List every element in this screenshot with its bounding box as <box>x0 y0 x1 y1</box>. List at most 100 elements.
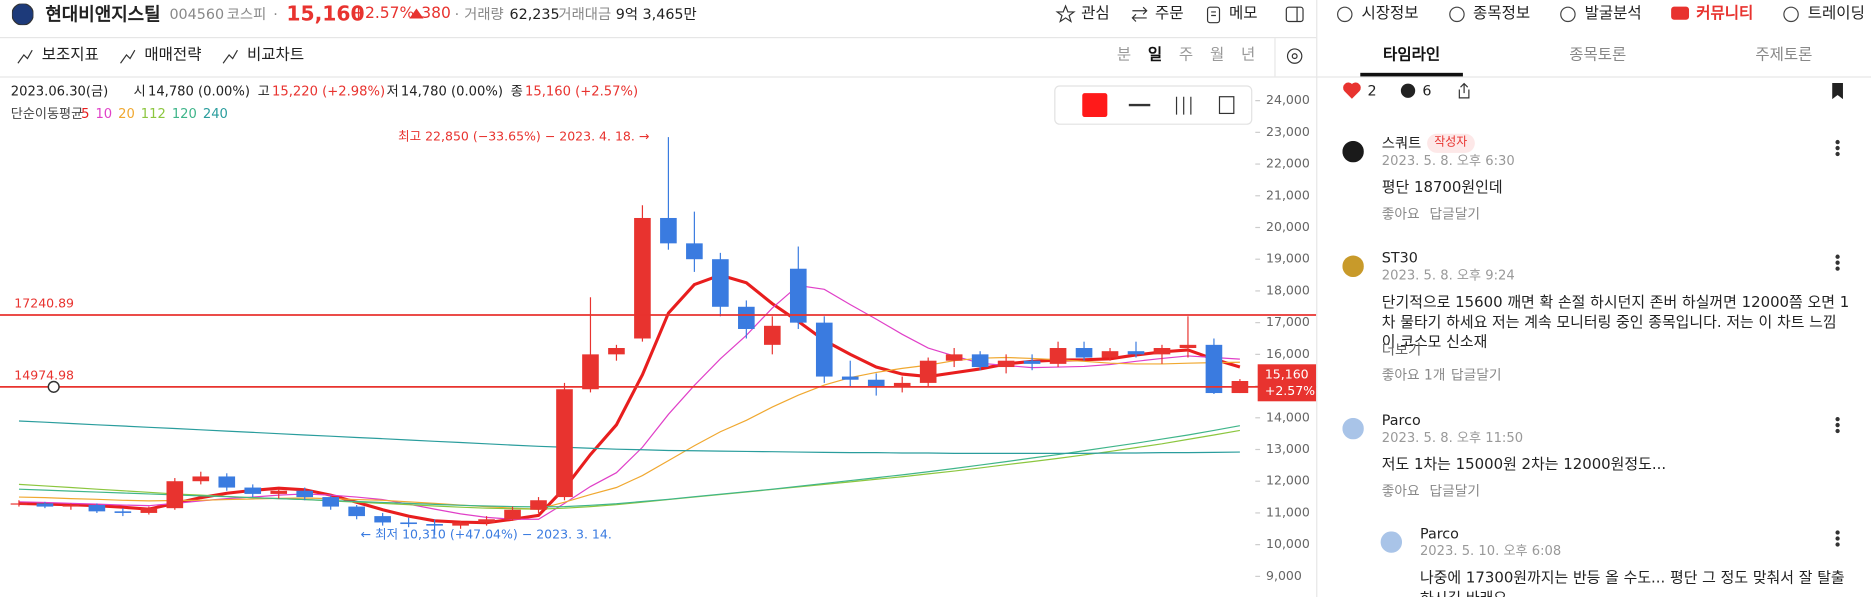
candle-body <box>1101 351 1119 358</box>
y-tick-label: 18,000 <box>1266 282 1310 297</box>
post-text: 단기적으로 15600 깨면 확 손절 하시던지 존버 하실꺼면 12000쯤 … <box>1381 292 1850 350</box>
icon-shape <box>1380 531 1403 553</box>
info-value: 14,780 (0.00%) <box>147 83 251 100</box>
candle-body <box>971 354 989 368</box>
candle-body <box>686 243 703 260</box>
period-button[interactable]: 주 <box>1178 46 1194 65</box>
reply-button[interactable]: 답글달기 <box>1450 366 1502 384</box>
icon-shape <box>1835 422 1840 428</box>
candle-body <box>867 379 885 387</box>
like-button[interactable]: 좋아요 <box>1381 205 1420 223</box>
stock-code: 004560 <box>169 5 225 23</box>
nav-tab[interactable]: 커뮤니티 <box>1696 4 1754 23</box>
legend-entry: 20 <box>118 106 135 122</box>
candle-body <box>841 376 859 380</box>
icon <box>17 49 33 64</box>
icon <box>1560 6 1576 23</box>
icon <box>120 49 136 64</box>
y-tick-label: 24,000 <box>1266 92 1310 107</box>
ma-title: 단순이동평균 <box>10 106 84 122</box>
candle-body <box>400 522 417 525</box>
icon-shape <box>1835 266 1840 271</box>
legend-entry: 5 <box>81 106 90 122</box>
community-tab[interactable]: 타임라인 <box>1383 46 1441 65</box>
icon <box>222 49 238 64</box>
icon-shape <box>222 49 238 64</box>
period-button[interactable]: 년 <box>1240 46 1256 65</box>
tool-button[interactable]: 매매전략 <box>144 46 202 65</box>
tool-button[interactable]: 비교차트 <box>247 46 305 65</box>
icon <box>1835 416 1840 434</box>
period-button[interactable]: 월 <box>1209 46 1225 65</box>
post-text: 평단 18700원인데 <box>1381 177 1503 196</box>
candle-body <box>504 509 521 520</box>
community-tab[interactable]: 주제토론 <box>1755 46 1813 65</box>
price-tag <box>1257 364 1317 402</box>
icon-shape <box>1835 151 1840 157</box>
candle-body <box>322 497 340 507</box>
like-button[interactable]: 좋아요 <box>1381 482 1420 500</box>
icon <box>1342 255 1364 278</box>
candle-body <box>452 522 469 526</box>
icon <box>1835 530 1840 547</box>
icon <box>1380 531 1403 553</box>
candle-body <box>270 490 288 494</box>
icon-shape <box>1835 428 1840 434</box>
candle-body <box>1127 351 1145 355</box>
action-button[interactable]: 메모 <box>1229 4 1258 23</box>
amount-label: 거래대금 <box>558 5 612 23</box>
icon-shape <box>1458 82 1470 99</box>
post-text: 저도 1차는 15000원 2차는 12000원정도... <box>1381 454 1667 473</box>
candle-body <box>1023 360 1041 364</box>
reply-button[interactable]: 답글달기 <box>1429 482 1481 500</box>
separator: · <box>273 5 278 23</box>
icon <box>1343 82 1361 99</box>
nav-tab[interactable]: 종목정보 <box>1473 4 1531 23</box>
volume: 62,235 <box>509 5 560 23</box>
period-button[interactable]: 분 <box>1116 46 1132 65</box>
action-button[interactable]: 주문 <box>1155 4 1184 23</box>
reply-button[interactable]: 답글달기 <box>1429 205 1481 223</box>
icon <box>1458 82 1470 99</box>
author-badge: 작성자 <box>1427 133 1475 153</box>
icon-shape <box>11 3 34 26</box>
y-tick-label: 9,000 <box>1266 568 1302 583</box>
info-value: 14,780 (0.00%) <box>400 83 503 100</box>
icon-shape <box>1291 53 1298 60</box>
candle-body <box>478 519 495 523</box>
info-value: 15,220 (+2.98%) <box>272 83 386 100</box>
legend-entry: 10 <box>95 106 113 122</box>
icon <box>1342 140 1364 163</box>
author: 스쿼트 <box>1381 134 1422 152</box>
icon <box>1131 6 1148 22</box>
tool-button[interactable]: 보조지표 <box>41 46 99 65</box>
action-button[interactable]: 관심 <box>1081 4 1110 23</box>
author: Parco <box>1381 411 1421 429</box>
icon-shape <box>1670 6 1689 20</box>
y-tick-label: 12,000 <box>1266 473 1310 488</box>
candle-body <box>556 389 573 498</box>
price-tag-change: +2.57% <box>1265 383 1315 398</box>
icon-shape <box>1285 6 1304 23</box>
icon-shape <box>1783 6 1799 23</box>
icon <box>11 3 34 26</box>
icon-shape <box>1835 536 1840 541</box>
icon-shape <box>1342 140 1364 163</box>
icon-shape <box>1560 6 1576 23</box>
candle-body <box>62 505 80 507</box>
nav-tab[interactable]: 발굴분석 <box>1584 4 1642 23</box>
info-label: 고 <box>257 83 270 100</box>
more-button[interactable]: 더보기 <box>1381 341 1422 359</box>
y-tick-label: 11,000 <box>1266 504 1310 519</box>
max-annotation: 최고 22,850 (−33.65%) − 2023. 4. 18. → <box>398 129 649 144</box>
legend-entry: 120 <box>171 106 197 122</box>
like-button[interactable]: 좋아요 1개 <box>1381 366 1446 384</box>
icon <box>1832 82 1843 100</box>
period-button[interactable]: 일 <box>1147 46 1163 65</box>
community-tab[interactable]: 종목토론 <box>1569 46 1627 65</box>
candle-body <box>738 306 755 329</box>
nav-tab[interactable]: 시장정보 <box>1361 4 1419 23</box>
nav-tab[interactable]: 트레이딩 <box>1807 4 1865 23</box>
y-tick-label: 22,000 <box>1266 156 1310 171</box>
legend-entry: 240 <box>202 106 228 122</box>
